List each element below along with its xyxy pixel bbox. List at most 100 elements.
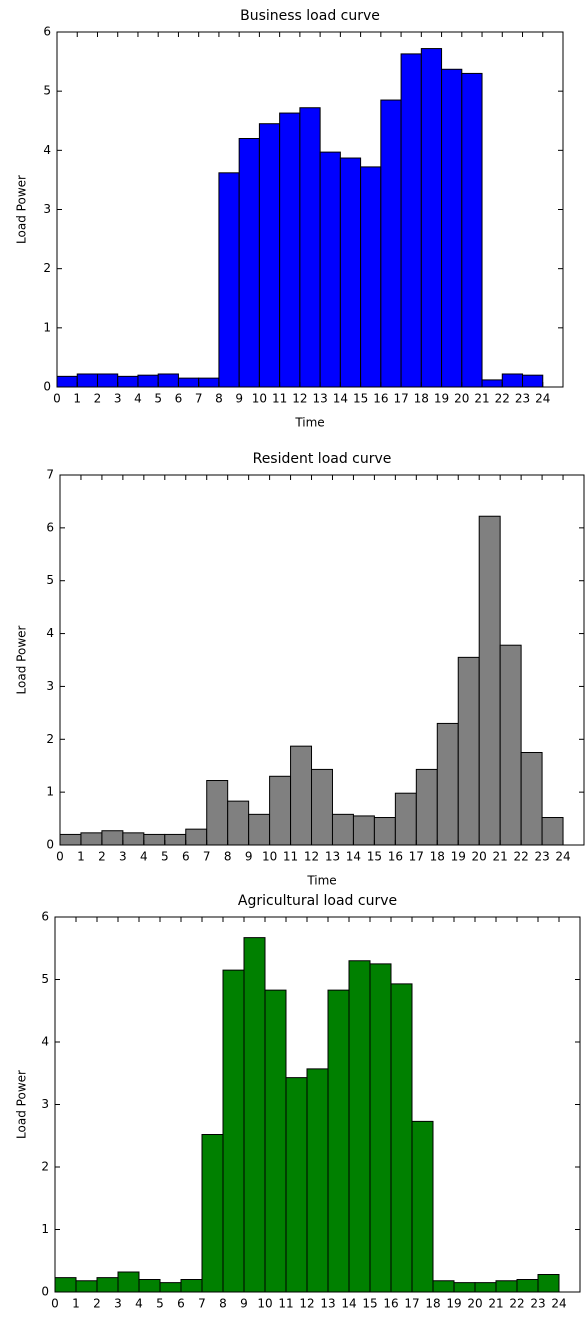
- x-tick-label: 0: [51, 1297, 59, 1311]
- bar: [279, 112, 301, 388]
- bar: [218, 172, 240, 388]
- bar: [319, 151, 341, 388]
- x-tick-label: 16: [383, 1297, 398, 1311]
- x-tick-label: 2: [94, 392, 102, 406]
- x-tick-label: 23: [515, 392, 530, 406]
- y-tick-label: 5: [43, 84, 51, 98]
- bar: [264, 989, 287, 1293]
- bar: [201, 1134, 224, 1293]
- x-tick-label: 2: [98, 850, 106, 864]
- x-tick-label: 9: [235, 392, 243, 406]
- bar: [522, 374, 544, 388]
- x-tick-label: 9: [245, 850, 253, 864]
- x-tick-label: 11: [278, 1297, 293, 1311]
- bar: [138, 1279, 161, 1293]
- x-tick-label: 1: [73, 392, 81, 406]
- bar: [453, 1282, 476, 1293]
- x-tick-label: 7: [198, 1297, 206, 1311]
- bar: [352, 815, 375, 846]
- y-tick-label: 4: [46, 626, 54, 640]
- x-tick-label: 13: [312, 392, 327, 406]
- x-tick-label: 13: [320, 1297, 335, 1311]
- chart-title: Agricultural load curve: [238, 893, 397, 909]
- bar: [101, 830, 124, 846]
- bar: [520, 752, 543, 846]
- bar: [537, 1274, 560, 1293]
- x-tick-label: 21: [493, 850, 508, 864]
- x-axis-label: Time: [294, 416, 324, 430]
- bar: [159, 1282, 182, 1293]
- bar: [59, 833, 82, 846]
- bar: [339, 157, 362, 388]
- bar: [394, 792, 417, 846]
- bar: [436, 722, 459, 846]
- bar: [96, 1277, 119, 1293]
- y-tick-label: 6: [43, 25, 51, 39]
- bar: [390, 983, 413, 1293]
- x-tick-label: 21: [488, 1297, 503, 1311]
- bar: [369, 963, 392, 1293]
- bar: [54, 1277, 77, 1293]
- y-tick-label: 1: [41, 1222, 49, 1236]
- x-tick-label: 24: [555, 850, 570, 864]
- x-axis-label: Time: [306, 874, 336, 888]
- y-tick-label: 6: [41, 910, 49, 924]
- bar: [420, 48, 443, 388]
- y-tick-label: 4: [41, 1035, 49, 1049]
- x-tick-label: 23: [534, 850, 549, 864]
- bar: [80, 832, 103, 846]
- bar: [290, 745, 313, 846]
- y-tick-label: 2: [41, 1160, 49, 1174]
- bar: [516, 1279, 539, 1293]
- x-tick-label: 15: [367, 850, 382, 864]
- bar: [164, 833, 187, 846]
- bar: [311, 768, 333, 846]
- bar: [143, 833, 166, 846]
- x-tick-label: 24: [551, 1297, 566, 1311]
- y-tick-label: 3: [41, 1097, 49, 1111]
- x-tick-label: 7: [195, 392, 203, 406]
- bar: [501, 373, 524, 388]
- y-tick-label: 4: [43, 143, 51, 157]
- bar: [400, 53, 422, 388]
- x-tick-label: 1: [72, 1297, 80, 1311]
- bar: [306, 1068, 329, 1293]
- chart-title: Business load curve: [240, 8, 380, 24]
- x-tick-label: 10: [257, 1297, 272, 1311]
- bar: [380, 99, 402, 388]
- x-tick-label: 9: [240, 1297, 248, 1311]
- bar: [258, 123, 281, 388]
- bar: [56, 375, 78, 388]
- bar: [415, 768, 438, 846]
- bar: [360, 166, 382, 388]
- y-tick-label: 2: [43, 261, 51, 275]
- y-axis-label: Load Power: [15, 1070, 29, 1139]
- bar: [185, 828, 208, 846]
- bar: [243, 937, 266, 1293]
- x-tick-label: 3: [114, 1297, 122, 1311]
- plot-frame: [59, 474, 585, 846]
- bar: [495, 1280, 518, 1293]
- x-tick-label: 19: [451, 850, 466, 864]
- bar: [481, 379, 503, 388]
- x-tick-label: 12: [299, 1297, 314, 1311]
- x-tick-label: 0: [53, 392, 61, 406]
- x-tick-label: 14: [333, 392, 348, 406]
- y-tick-label: 0: [41, 1285, 49, 1299]
- y-tick-label: 5: [46, 573, 54, 587]
- x-tick-label: 18: [425, 1297, 440, 1311]
- x-tick-label: 11: [272, 392, 287, 406]
- bar: [76, 373, 98, 388]
- x-tick-label: 3: [119, 850, 127, 864]
- bar: [117, 375, 139, 388]
- x-tick-label: 4: [134, 392, 142, 406]
- x-tick-label: 13: [325, 850, 340, 864]
- x-tick-label: 4: [140, 850, 148, 864]
- bar: [327, 989, 350, 1293]
- x-tick-label: 5: [161, 850, 169, 864]
- bar: [432, 1280, 455, 1293]
- bar: [331, 813, 354, 846]
- x-tick-label: 19: [434, 392, 449, 406]
- bar: [373, 817, 396, 846]
- x-tick-label: 8: [224, 850, 232, 864]
